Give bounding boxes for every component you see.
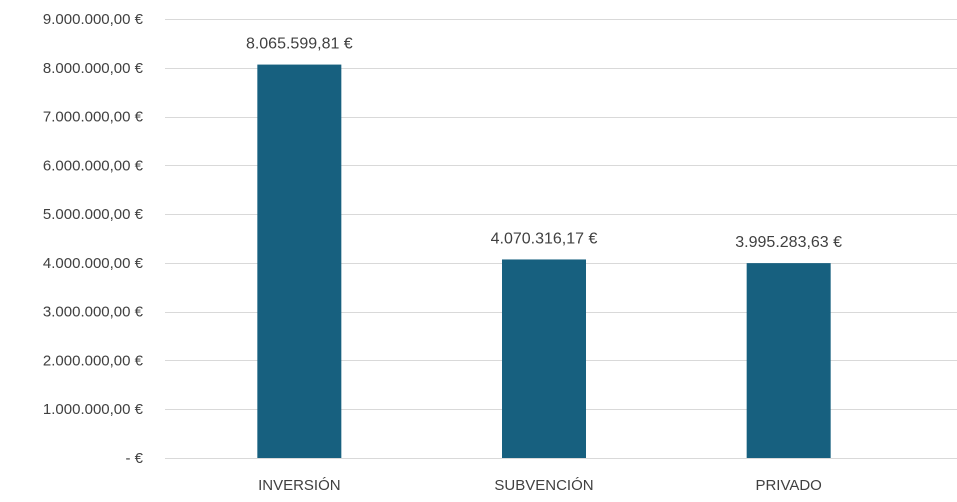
y-tick-label: 8.000.000,00 €: [43, 60, 144, 77]
data-labels: 8.065.599,81 € 4.070.316,17 € 3.995.283,63…: [246, 36, 842, 252]
x-axis-category-labels: INVERSIÓN SUBVENCIÓN PRIVADO: [258, 477, 822, 494]
y-tick-label: 3.000.000,00 €: [43, 304, 144, 321]
y-tick-label: 5.000.000,00 €: [43, 206, 144, 223]
y-tick-label: 4.000.000,00 €: [43, 255, 144, 272]
category-label: SUBVENCIÓN: [494, 477, 593, 494]
bar: [502, 259, 586, 458]
category-label: INVERSIÓN: [258, 477, 341, 494]
y-tick-label: 2.000.000,00 €: [43, 352, 144, 369]
data-label: 4.070.316,17 €: [491, 230, 598, 247]
bar: [257, 64, 342, 458]
data-label: 8.065.599,81 €: [246, 36, 353, 53]
y-tick-label: - €: [125, 450, 143, 467]
bars: [257, 64, 831, 458]
category-label: PRIVADO: [755, 477, 821, 494]
bar: [746, 263, 831, 458]
y-tick-label: 1.000.000,00 €: [43, 401, 144, 418]
data-label: 3.995.283,63 €: [735, 234, 842, 251]
y-tick-label: 7.000.000,00 €: [43, 109, 144, 126]
y-tick-label: 9.000.000,00 €: [43, 11, 144, 28]
y-axis-tick-labels: - € 1.000.000,00 € 2.000.000,00 € 3.000.000…: [43, 11, 144, 467]
y-tick-label: 6.000.000,00 €: [43, 157, 144, 174]
